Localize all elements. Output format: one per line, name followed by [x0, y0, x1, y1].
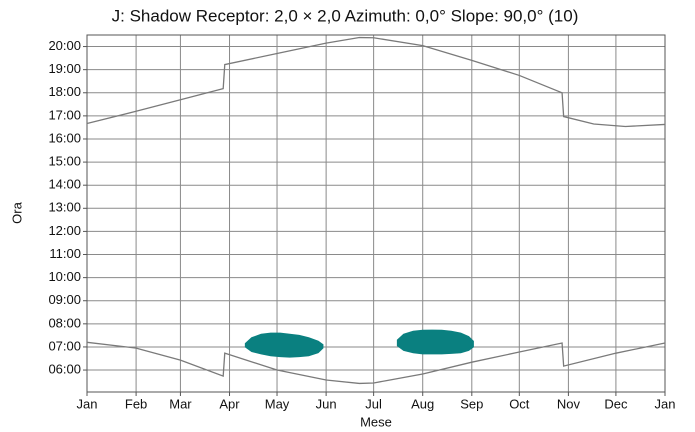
x-tick-label: Mar [169, 396, 192, 411]
x-tick-label: Apr [219, 396, 240, 411]
line [86, 341, 666, 385]
y-axis-label: Ora [9, 201, 24, 223]
plot-frame [86, 34, 666, 393]
y-tick-label: 06:00 [48, 361, 81, 376]
line [86, 36, 666, 128]
chart-title: J: Shadow Receptor: 2,0 × 2,0 Azimuth: 0… [112, 6, 579, 25]
x-axis-label: Mese [360, 414, 392, 429]
x-tick-label: Jul [365, 396, 382, 411]
y-tick-label: 11:00 [49, 246, 81, 261]
x-tick-label: Jan [77, 396, 98, 411]
y-tick-label: 12:00 [48, 223, 81, 238]
y-tick-label: 13:00 [48, 200, 81, 215]
y-tick-label: 08:00 [48, 315, 81, 330]
x-tick-label: Dec [604, 396, 628, 411]
shadow-area [396, 329, 474, 355]
y-tick-label: 10:00 [48, 269, 81, 284]
y-tick-label: 20:00 [48, 38, 81, 53]
x-tick-label: Feb [125, 396, 147, 411]
y-tick-label: 09:00 [48, 292, 81, 307]
y-tick-label: 07:00 [48, 338, 81, 353]
y-tick-label: 18:00 [48, 84, 81, 99]
shadow-area [244, 332, 324, 358]
x-tick-label: Nov [557, 396, 581, 411]
x-tick-label: Oct [509, 396, 530, 411]
x-tick-label: Jan [655, 396, 676, 411]
x-tick-label: Aug [411, 396, 434, 411]
y-tick-label: 15:00 [48, 154, 81, 169]
y-tick-label: 19:00 [48, 61, 81, 76]
y-tick-label: 17:00 [48, 107, 81, 122]
x-tick-label: May [265, 396, 290, 411]
x-tick-label: Sep [460, 396, 483, 411]
x-tick-label: Jun [316, 396, 337, 411]
y-tick-label: 16:00 [48, 130, 81, 145]
y-tick-label: 14:00 [48, 177, 81, 192]
